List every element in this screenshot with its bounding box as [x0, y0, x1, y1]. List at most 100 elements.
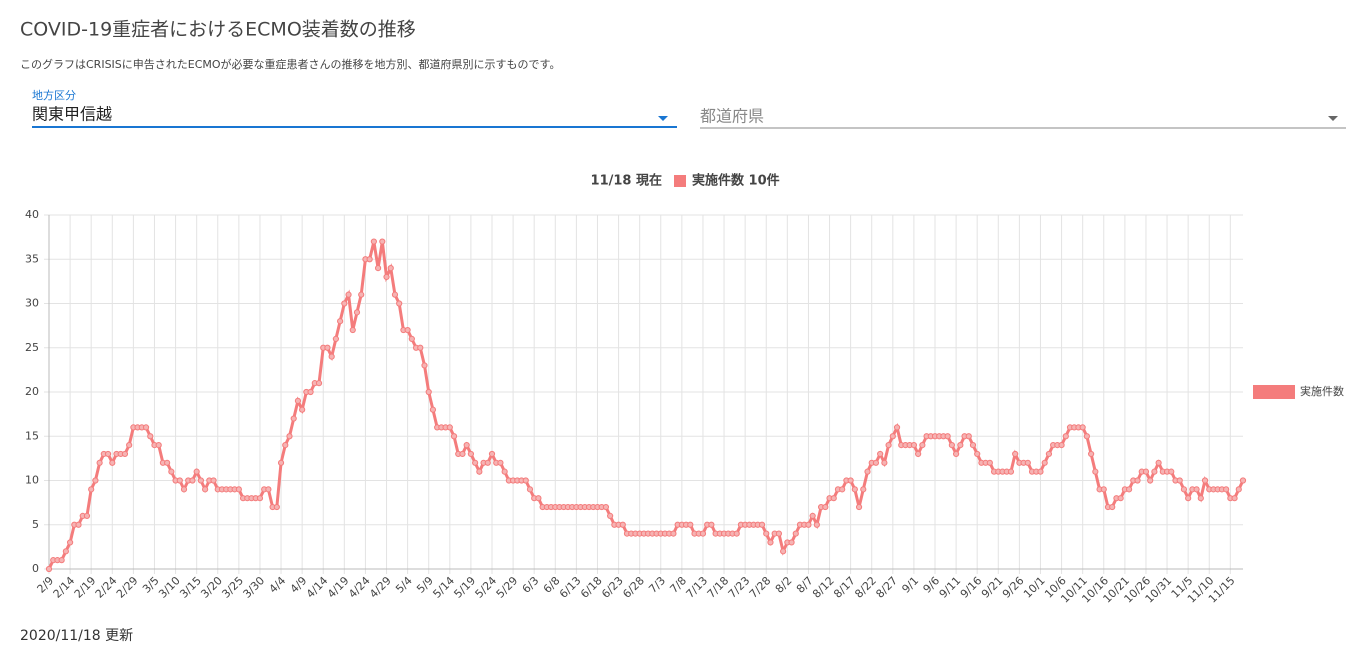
prefecture-select[interactable]: 都道府県	[700, 107, 1346, 129]
data-point	[349, 326, 356, 334]
x-tick-label: 3/25	[219, 574, 246, 601]
data-point	[88, 486, 95, 493]
x-tick-label: 4/24	[346, 574, 373, 601]
data-point	[282, 442, 289, 449]
data-point	[1024, 459, 1031, 466]
x-tick-label: 8/22	[852, 574, 879, 601]
x-tick-label: 7/3	[646, 574, 668, 596]
data-point	[472, 459, 479, 466]
data-point	[948, 442, 955, 449]
data-point	[176, 477, 183, 484]
data-point	[235, 486, 242, 493]
data-point	[366, 256, 373, 263]
data-point	[446, 424, 453, 431]
data-point	[286, 433, 293, 440]
legend-label: 実施件数	[1300, 385, 1344, 398]
data-point	[387, 265, 394, 272]
data-point	[1007, 468, 1015, 475]
data-point	[1151, 468, 1158, 475]
data-point	[822, 503, 829, 511]
data-point	[459, 450, 466, 458]
data-point	[775, 530, 783, 537]
x-tick-label: 2/14	[51, 574, 78, 601]
region-select[interactable]: 地方区分 関東甲信越	[32, 88, 677, 128]
data-point	[944, 433, 951, 440]
data-point	[969, 442, 977, 449]
data-point	[526, 486, 534, 493]
data-point	[391, 291, 399, 298]
data-point	[358, 291, 365, 298]
data-point	[830, 495, 837, 502]
data-point	[1037, 468, 1044, 475]
data-point	[307, 388, 314, 396]
data-point	[805, 521, 812, 528]
data-point	[408, 335, 415, 342]
data-point	[957, 442, 964, 449]
data-point	[294, 397, 302, 404]
data-point	[104, 450, 112, 458]
x-tick-label: 5/14	[430, 574, 457, 601]
data-point	[273, 503, 280, 511]
x-tick-label: 5/24	[473, 574, 500, 601]
y-tick-label: 0	[32, 562, 39, 575]
dropdown-arrow	[1328, 116, 1338, 121]
data-point	[763, 530, 770, 537]
data-point	[168, 468, 175, 475]
data-point	[425, 388, 432, 396]
data-point	[463, 442, 470, 449]
data-point	[1201, 477, 1209, 484]
data-point	[758, 521, 766, 528]
data-point	[1088, 450, 1095, 458]
x-tick-label: 8/27	[873, 574, 900, 601]
y-tick-label: 10	[25, 474, 39, 487]
data-point	[864, 468, 871, 475]
data-point	[607, 512, 614, 520]
data-point	[328, 353, 335, 360]
data-point	[847, 477, 854, 484]
x-tick-label: 6/23	[599, 574, 626, 601]
data-point	[910, 442, 918, 449]
data-point	[1223, 486, 1230, 493]
data-point	[126, 442, 133, 449]
y-tick-label: 5	[32, 518, 39, 531]
data-point	[1045, 450, 1053, 458]
select-value: 関東甲信越	[32, 105, 112, 124]
legend[interactable]: 実施件数	[1253, 385, 1344, 399]
data-point	[1142, 468, 1150, 475]
data-point	[1100, 486, 1107, 493]
data-point	[476, 468, 483, 475]
data-point	[374, 265, 382, 272]
data-point	[256, 495, 264, 502]
data-point	[1117, 495, 1124, 502]
data-point	[522, 477, 529, 484]
data-point	[467, 450, 475, 458]
data-point	[501, 468, 508, 475]
x-tick-label: 3/30	[241, 574, 268, 601]
data-point	[915, 450, 922, 458]
data-point	[851, 486, 858, 493]
data-point	[189, 477, 196, 484]
data-point	[353, 309, 361, 316]
data-point	[1185, 495, 1192, 502]
data-point	[893, 424, 901, 431]
data-point	[66, 539, 74, 546]
data-point	[1235, 486, 1242, 493]
data-point	[708, 521, 715, 528]
x-tick-label: 6/3	[520, 574, 542, 596]
data-point	[83, 512, 91, 520]
data-point	[986, 459, 993, 466]
x-tick-label: 9/11	[937, 574, 964, 601]
x-tick-label: 4/29	[367, 574, 394, 601]
data-point	[885, 442, 892, 449]
data-point	[370, 238, 377, 245]
data-point	[180, 486, 188, 493]
data-point	[860, 486, 867, 493]
data-point	[45, 565, 53, 573]
data-point	[497, 459, 504, 466]
update-date: 2020/11/18 更新	[20, 628, 133, 644]
data-point	[345, 291, 352, 298]
x-tick-label: 5/29	[494, 574, 521, 601]
